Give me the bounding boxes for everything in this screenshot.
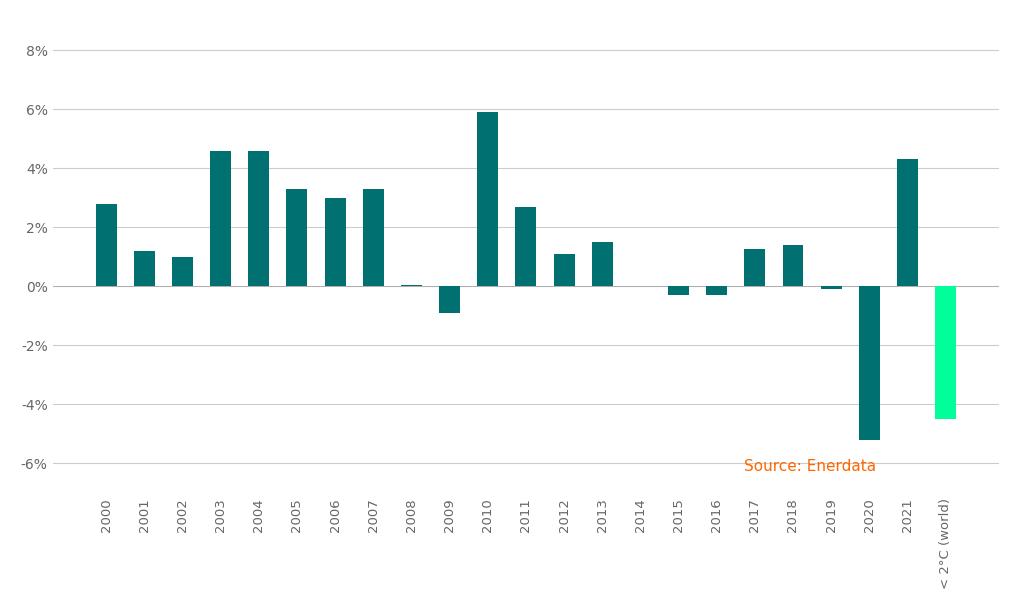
Bar [363,189,383,286]
Bar [477,112,497,286]
Bar [248,151,269,286]
Bar [782,245,803,286]
Bar [324,198,345,286]
Bar [667,286,688,295]
Bar [591,242,612,286]
Bar [934,286,955,419]
Bar [515,207,536,286]
Bar [400,285,422,286]
Bar [896,159,917,286]
Bar [705,286,727,295]
Text: Source: Enerdata: Source: Enerdata [743,459,875,474]
Bar [96,204,116,286]
Bar [172,257,193,286]
Bar [553,254,574,286]
Bar [210,151,231,286]
Bar [438,286,460,313]
Bar [820,286,841,289]
Bar [133,251,155,286]
Bar [858,286,879,440]
Bar [744,249,764,286]
Bar [286,189,307,286]
